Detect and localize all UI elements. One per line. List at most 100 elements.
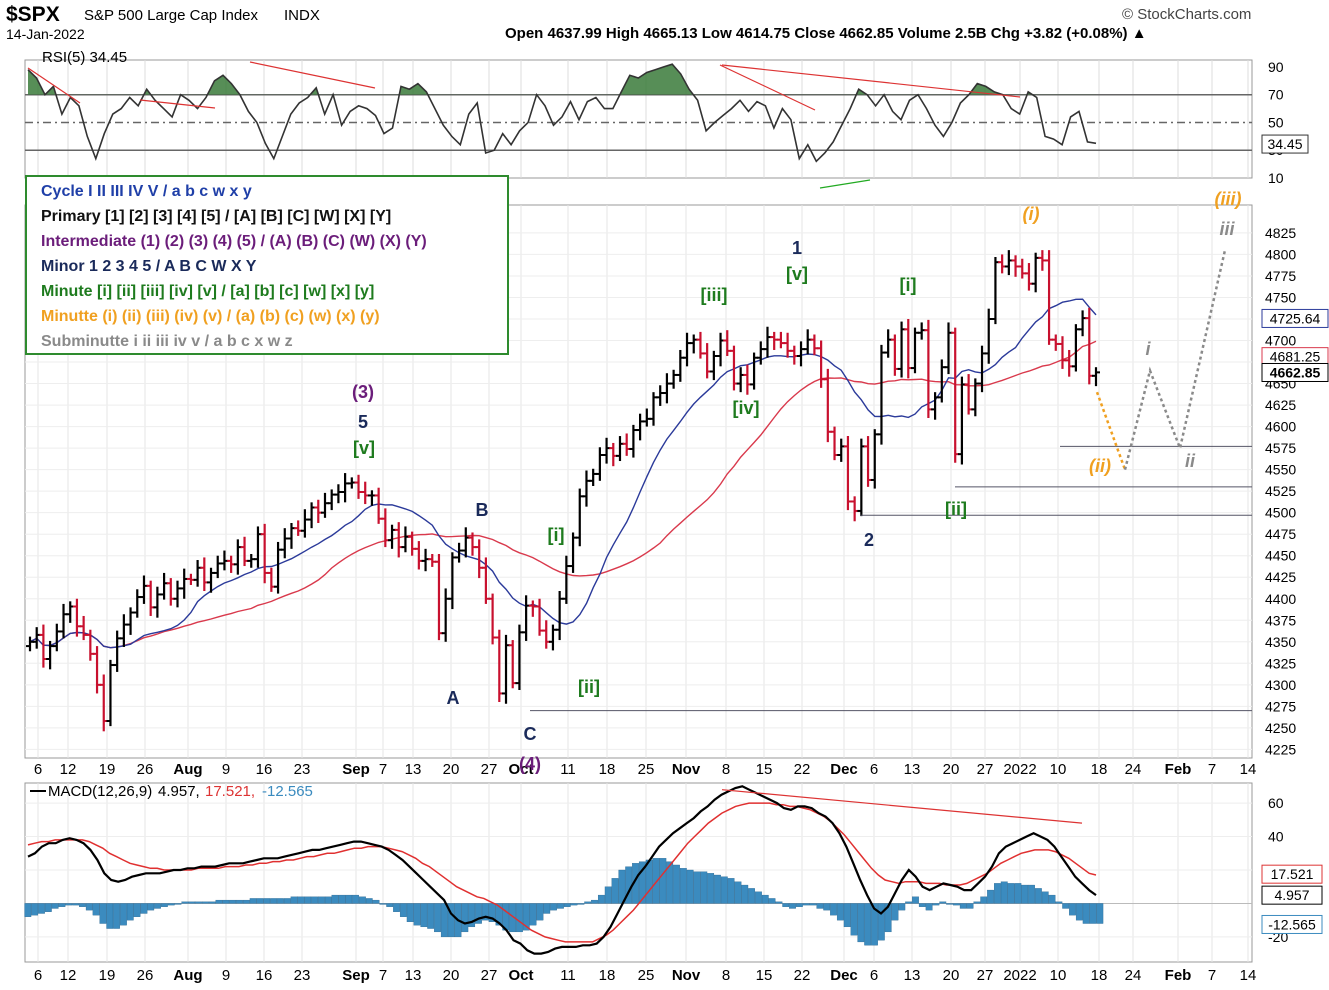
macd-histogram-bar	[775, 901, 783, 904]
macd-xtick-label: 2022	[1003, 967, 1036, 984]
price-xtick-label: 22	[794, 761, 811, 778]
macd-histogram-bar	[994, 883, 1001, 904]
macd-xtick-label: 25	[638, 967, 655, 984]
macd-histogram-bar	[1041, 891, 1049, 904]
legend-entry: Subminutte i ii iii iv v / a b c x w z	[41, 333, 293, 350]
macd-histogram-bar	[434, 903, 441, 933]
wave-label-minute: [v]	[786, 264, 808, 284]
macd-histogram-bar	[884, 903, 892, 933]
macd-histogram-bar	[372, 899, 380, 904]
price-ytick-label: 4350	[1265, 634, 1296, 650]
price-ytick-label: 4400	[1265, 591, 1296, 607]
macd-ytick-label: 40	[1268, 829, 1284, 845]
legend-entry: Primary [1] [2] [3] [4] [5] / [A] [B] [C…	[41, 208, 392, 225]
macd-histogram-bar	[843, 903, 851, 928]
macd-xtick-label: Feb	[1165, 967, 1192, 984]
macd-xtick-label: 23	[294, 967, 311, 984]
macd-histogram-bar	[488, 903, 496, 923]
macd-line	[27, 785, 1097, 955]
macd-histogram-bar	[420, 903, 428, 928]
wave-label-minute: [v]	[353, 438, 375, 458]
wave-label-minute: [i]	[548, 525, 565, 545]
price-ytick-label: 4775	[1265, 268, 1296, 284]
macd-histogram-bar	[92, 903, 100, 916]
macd-histogram-bar	[160, 903, 168, 907]
price-xtick-label: 20	[443, 761, 460, 778]
rsi-trendline	[139, 99, 216, 109]
price-xtick-label: 2022	[1003, 761, 1036, 778]
price-ytick-label: 4575	[1265, 440, 1296, 456]
macd-histogram-bar	[864, 903, 872, 946]
macd-xtick-label: 19	[99, 967, 116, 984]
macd-histogram-bar	[44, 903, 52, 912]
price-ytick-label: 4525	[1265, 483, 1296, 499]
macd-histogram-bar	[304, 896, 312, 904]
macd-histogram-bar	[1069, 903, 1076, 916]
price-xtick-label: 18	[599, 761, 616, 778]
macd-histogram-bar	[201, 901, 209, 904]
macd-histogram-bar	[1014, 883, 1022, 904]
price-xtick-label: 10	[1050, 761, 1067, 778]
price-tag-text: 4681.25	[1270, 349, 1321, 365]
macd-panel-frame	[24, 782, 1253, 963]
macd-histogram-bar	[72, 903, 80, 906]
macd-xtick-label: 26	[137, 967, 154, 984]
macd-histogram-bar	[557, 903, 564, 909]
price-panel-frame	[24, 204, 1253, 759]
wave-label-minute: [ii]	[578, 677, 600, 697]
macd-histogram-bar	[297, 896, 305, 904]
macd-histogram-bar	[481, 903, 489, 921]
price-xtick-label: 6	[34, 761, 42, 778]
macd-histogram-bar	[331, 894, 339, 904]
macd-histogram-bar	[318, 896, 325, 904]
price-ytick-label: 4425	[1265, 569, 1296, 585]
macd-histogram-bar	[51, 903, 59, 909]
legend-entry: Minute [i] [ii] [iii] [iv] [v] / [a] [b]…	[41, 283, 375, 300]
price-xtick-label: Dec	[830, 761, 858, 778]
macd-histogram-bar	[1048, 894, 1056, 904]
macd-histogram-bar	[229, 899, 237, 904]
price-xtick-label: Aug	[173, 761, 202, 778]
wave-label-minor: B	[476, 500, 489, 520]
price-xtick-label: 25	[638, 761, 655, 778]
macd-histogram-bar	[939, 901, 947, 904]
macd-histogram-bar	[406, 903, 414, 923]
macd-histogram-bar	[242, 899, 250, 904]
rsi-ytick-label: 10	[1268, 170, 1284, 186]
macd-histogram-bar	[386, 903, 394, 907]
macd-histogram-bar	[591, 899, 598, 904]
wave-label-subminutte: iii	[1219, 219, 1235, 239]
price-ytick-label: 4300	[1265, 677, 1296, 693]
macd-value-tag	[1261, 885, 1323, 905]
price-tag-text: 4662.85	[1270, 364, 1321, 380]
macd-histogram-bar	[1096, 903, 1104, 924]
price-xtick-label: Nov	[672, 761, 701, 778]
macd-histogram-bar	[85, 903, 93, 911]
wave-label-minutte: (i)	[1023, 204, 1040, 224]
macd-histogram-bar	[666, 861, 674, 904]
macd-histogram-bar	[167, 903, 175, 906]
macd-xtick-label: 18	[1091, 967, 1108, 984]
macd-histogram-bar	[249, 898, 257, 904]
macd-histogram-bar	[399, 903, 407, 917]
macd-value-tag	[1261, 914, 1323, 934]
macd-xtick-label: 13	[904, 967, 921, 984]
macd-label-title: MACD(12,26,9)	[48, 783, 152, 800]
macd-histogram-bar	[495, 903, 503, 926]
macd-xtick-label: 22	[794, 967, 811, 984]
macd-histogram-bar	[58, 903, 66, 907]
wave-label-subminutte: i	[1145, 339, 1151, 359]
wave-label-minute: [iv]	[733, 398, 760, 418]
price-ytick-label: 4800	[1265, 246, 1296, 262]
macd-histogram-bar	[99, 903, 107, 924]
macd-xtick-label: 9	[222, 967, 230, 984]
source-watermark: © StockCharts.com	[1122, 6, 1252, 23]
price-ytick-label: 4500	[1265, 505, 1296, 521]
macd-ytick-label: 60	[1268, 795, 1284, 811]
price-xtick-label: 13	[405, 761, 422, 778]
macd-histogram-bar	[1000, 881, 1008, 904]
ma-slow-line	[29, 340, 1097, 649]
macd-histogram-bar	[877, 903, 885, 941]
macd-histogram-bar	[823, 903, 831, 911]
rsi-label: RSI(5) 34.45	[42, 49, 127, 66]
